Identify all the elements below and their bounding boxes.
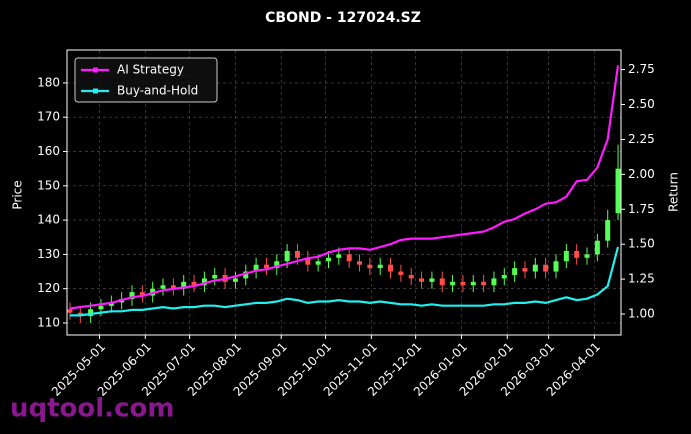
- candle-body: [419, 278, 425, 282]
- candle-body: [315, 261, 321, 265]
- y-tick-label: 170: [37, 110, 60, 124]
- candle-body: [346, 254, 352, 262]
- candle-body: [243, 271, 249, 279]
- candle-body: [284, 250, 290, 262]
- candle-body: [67, 309, 73, 313]
- candle-body: [594, 240, 600, 255]
- candle-body: [450, 281, 456, 286]
- candle-body: [88, 309, 94, 317]
- candle-body: [512, 268, 518, 275]
- candle-body: [181, 281, 187, 289]
- candle-body: [212, 274, 218, 279]
- candle-body: [532, 264, 538, 272]
- candle-body: [108, 302, 114, 306]
- watermark: uqtool.com: [10, 394, 174, 424]
- y2-axis-label: Return: [667, 172, 681, 212]
- candle-body: [160, 285, 166, 289]
- candle-body: [253, 264, 259, 272]
- candle-body: [201, 278, 207, 286]
- candle-body: [584, 254, 590, 258]
- candle-body: [139, 292, 145, 296]
- y2-tick-label: 2.75: [628, 62, 655, 76]
- candle-body: [388, 264, 394, 272]
- y2-tick-label: 1.50: [628, 237, 655, 251]
- legend-marker: [93, 67, 98, 73]
- y2-tick-label: 2.50: [628, 97, 655, 111]
- candle-body: [129, 292, 135, 299]
- legend-label: AI Strategy: [117, 63, 184, 77]
- line-series: [69, 65, 620, 310]
- candle-body: [274, 261, 280, 269]
- y-tick-label: 150: [37, 178, 60, 192]
- candle-body: [439, 278, 445, 286]
- plot-frame: [66, 49, 622, 336]
- y-tick-label: 160: [37, 144, 60, 158]
- candle-body: [398, 271, 404, 275]
- candle-body: [357, 261, 363, 265]
- y-tick-label: 180: [37, 75, 60, 89]
- candle-body: [501, 274, 507, 279]
- candle-body: [367, 264, 373, 269]
- candle-body: [615, 168, 621, 214]
- y-tick-label: 110: [37, 315, 60, 329]
- candle-body: [491, 278, 497, 286]
- legend-marker: [93, 88, 98, 94]
- candle-body: [294, 250, 300, 258]
- candle-body: [553, 261, 559, 272]
- y2-tick-label: 1.00: [628, 307, 655, 321]
- line-series: [70, 246, 620, 317]
- candle-body: [481, 281, 487, 286]
- candle-body: [563, 250, 569, 262]
- y2-tick-label: 2.25: [628, 132, 655, 146]
- y2-tick-label: 2.00: [628, 167, 655, 181]
- candle-body: [98, 305, 104, 310]
- candle-body: [574, 250, 580, 258]
- y-tick-label: 120: [37, 281, 60, 295]
- candle-body: [543, 264, 549, 272]
- y-axis-label: Price: [11, 180, 25, 209]
- legend-label: Buy-and-Hold: [117, 84, 198, 98]
- candle-body: [377, 264, 383, 269]
- chart-title: CBOND - 127024.SZ: [265, 10, 421, 26]
- candle-body: [470, 281, 476, 286]
- candle-body: [191, 281, 197, 286]
- candle-body: [325, 257, 331, 262]
- y2-tick-label: 1.25: [628, 272, 655, 286]
- candle-body: [305, 257, 311, 265]
- y2-tick-label: 1.75: [628, 202, 655, 216]
- y-tick-label: 130: [37, 247, 60, 261]
- legend-box: [74, 57, 218, 103]
- candle-body: [408, 274, 414, 279]
- candle-body: [429, 278, 435, 282]
- candle-body: [336, 254, 342, 258]
- y-tick-label: 140: [37, 213, 60, 227]
- candle-body: [232, 278, 238, 282]
- candle-body: [460, 281, 466, 286]
- candle-body: [605, 220, 611, 241]
- candle-body: [170, 285, 176, 289]
- candle-body: [522, 268, 528, 272]
- candle-body: [263, 264, 269, 269]
